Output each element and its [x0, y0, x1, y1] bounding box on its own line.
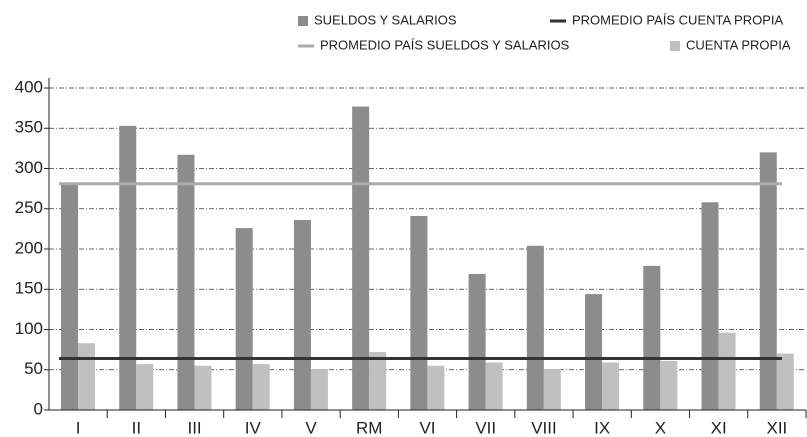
legend-swatch	[298, 16, 308, 26]
x-tick-label: IV	[245, 418, 262, 437]
x-tick-label: II	[132, 418, 141, 437]
y-tick-label: 300	[15, 158, 43, 177]
y-tick-label: 400	[15, 77, 43, 96]
bar	[759, 152, 777, 410]
bar	[410, 215, 428, 410]
bar	[78, 343, 95, 410]
bar	[136, 364, 154, 410]
x-tick-label: XI	[711, 418, 727, 437]
x-tick-label: I	[76, 418, 81, 437]
bar	[177, 154, 195, 410]
bar	[543, 368, 561, 410]
bar	[701, 202, 719, 410]
y-tick-label: 150	[15, 279, 43, 298]
y-tick-label: 200	[15, 238, 43, 257]
x-tick-label: RM	[356, 418, 382, 437]
y-tick-label: 250	[15, 198, 43, 217]
x-tick-label: VII	[475, 418, 496, 437]
bar	[369, 352, 387, 410]
bar	[718, 332, 736, 410]
bar	[776, 353, 794, 410]
x-tick-label: III	[187, 418, 201, 437]
y-tick-label: 350	[15, 118, 43, 137]
bar	[119, 125, 137, 411]
bar	[252, 364, 270, 410]
x-tick-label: VI	[419, 418, 435, 437]
bar	[310, 368, 328, 410]
x-tick-label: IX	[594, 418, 610, 437]
bar	[468, 273, 486, 410]
x-tick-label: X	[655, 418, 666, 437]
bar	[526, 245, 544, 410]
bar	[61, 182, 78, 410]
x-tick-label: V	[305, 418, 317, 437]
bar	[485, 362, 503, 410]
bar	[602, 362, 620, 410]
bar	[585, 294, 603, 410]
bar	[194, 365, 212, 410]
legend-label: PROMEDIO PAÍS SUELDOS Y SALARIOS	[320, 37, 570, 52]
legend-label: SUELDOS Y SALARIOS	[314, 12, 457, 27]
bar	[643, 265, 661, 410]
legend-label: PROMEDIO PAÍS CUENTA PROPIA	[572, 12, 783, 27]
bar	[427, 365, 445, 410]
y-tick-label: 0	[34, 399, 43, 418]
x-tick-label: VIII	[531, 418, 557, 437]
bar	[352, 106, 370, 410]
y-tick-label: 100	[15, 319, 43, 338]
bar	[293, 220, 311, 410]
x-tick-label: XII	[766, 418, 787, 437]
bar	[235, 228, 253, 410]
y-tick-label: 50	[24, 359, 43, 378]
legend-swatch	[670, 41, 680, 51]
legend-label: CUENTA PROPIA	[686, 37, 791, 52]
bar	[660, 360, 678, 410]
